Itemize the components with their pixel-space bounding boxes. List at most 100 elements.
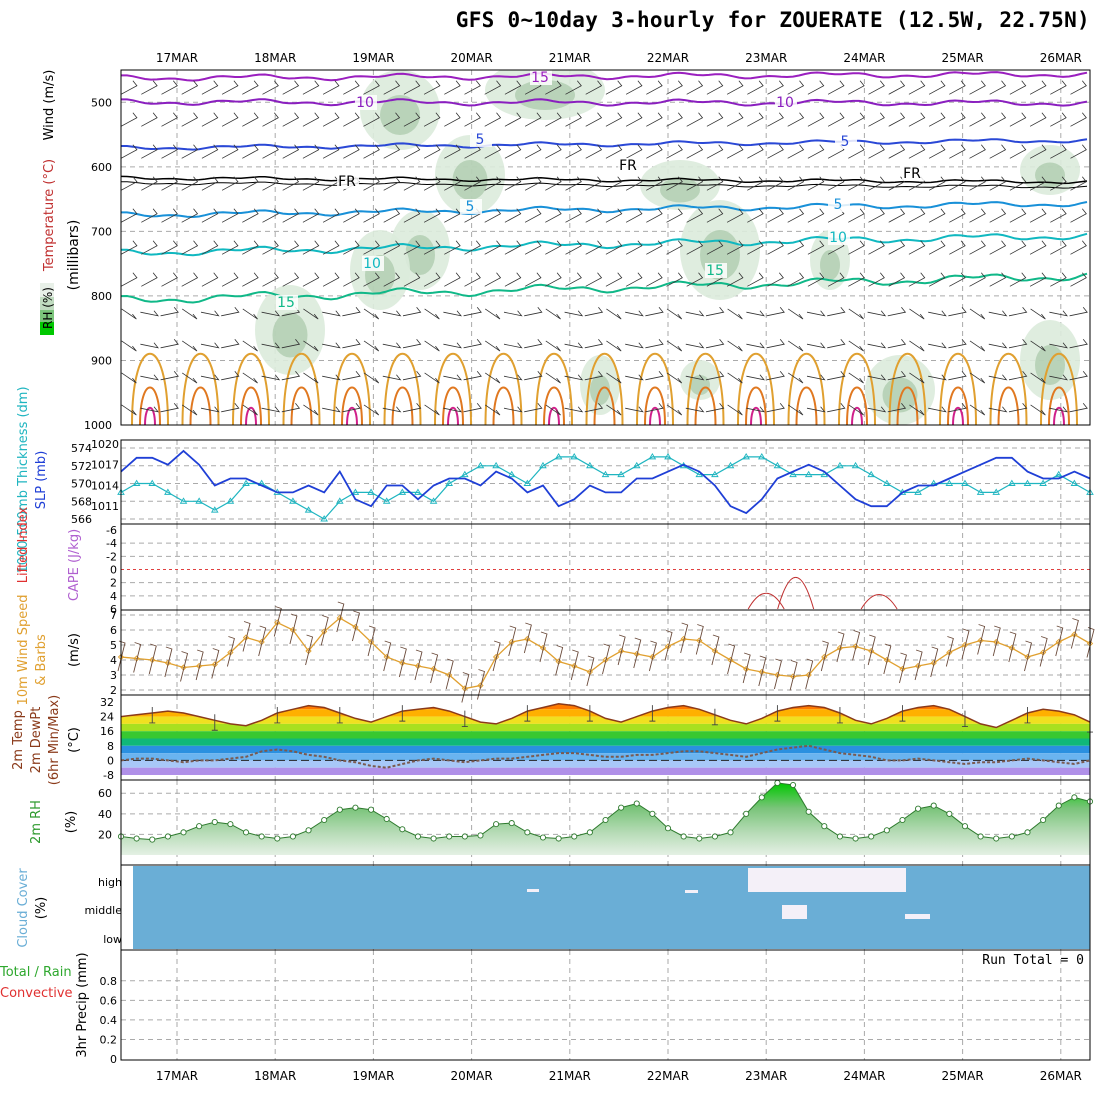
isotherm-25 xyxy=(593,386,616,425)
temp-minmax-bar xyxy=(399,705,406,722)
thickness-point xyxy=(195,497,203,504)
pressure-tick: 800 xyxy=(91,290,112,303)
upper-wind-barb xyxy=(262,144,279,159)
upper-wind-barb xyxy=(141,144,158,159)
panel-frame xyxy=(120,609,1091,696)
thickness-tick: 570 xyxy=(71,478,92,491)
upper-wind-barb xyxy=(827,370,846,381)
upper-wind-barb xyxy=(121,308,137,320)
contour-label: 15 xyxy=(531,70,549,86)
upper-wind-barb xyxy=(969,272,986,287)
isotherm-25 xyxy=(290,386,313,425)
upper-wind-barb xyxy=(686,208,704,223)
upper-wind-barb xyxy=(787,144,805,159)
upper-wind-barb xyxy=(1030,340,1046,352)
temp-tick: 32 xyxy=(100,696,114,709)
upper-wind-barb xyxy=(484,176,502,191)
rh-point xyxy=(1071,794,1078,801)
pressure-axis-label: (millibars) xyxy=(66,220,82,291)
isotherm-25 xyxy=(745,386,767,425)
rh-point xyxy=(883,827,890,834)
thickness-point xyxy=(226,497,235,504)
rh-tick: 40 xyxy=(98,808,112,821)
wind-barb xyxy=(539,631,548,663)
rh2m-unit-label: (%) xyxy=(64,811,79,834)
thickness-point xyxy=(711,470,719,478)
rh-point xyxy=(274,835,281,842)
rh-tick: 60 xyxy=(98,787,112,800)
wind-speed-point xyxy=(977,637,984,644)
upper-wind-barb xyxy=(403,80,421,95)
isotherm-25 xyxy=(391,386,414,425)
upper-wind-barb xyxy=(666,340,683,352)
upper-wind-barb xyxy=(524,306,543,317)
isotherm-30 xyxy=(750,406,762,425)
thickness-point xyxy=(789,470,797,478)
upper-wind-barb xyxy=(706,176,724,191)
rh-point xyxy=(633,800,640,807)
upper-wind-barb xyxy=(545,80,562,95)
wind-barb xyxy=(492,640,501,672)
upper-wind-barb xyxy=(221,80,239,95)
temp-minmax-bar xyxy=(336,706,343,724)
thickness-point xyxy=(320,515,328,522)
upper-wind-barb xyxy=(545,240,562,255)
wind-speed-point xyxy=(1086,640,1094,647)
wind-speed-point xyxy=(461,685,468,692)
upper-wind-barb xyxy=(181,240,199,255)
upper-wind-barb xyxy=(564,310,584,317)
upper-wind-barb xyxy=(706,240,724,255)
cloud-high-label: high xyxy=(98,876,122,889)
upper-wind-barb xyxy=(1029,112,1047,127)
wind-speed-point xyxy=(617,647,625,655)
upper-wind-barb xyxy=(625,240,643,255)
upper-wind-barb xyxy=(625,342,644,349)
temp-minmax-bar xyxy=(711,708,718,726)
upper-wind-barb xyxy=(545,272,562,287)
upper-wind-barb xyxy=(908,112,926,127)
upper-wind-barb xyxy=(200,374,220,381)
upper-wind-barb xyxy=(402,402,422,413)
upper-wind-barb xyxy=(382,342,402,349)
thickness-point xyxy=(992,488,1001,495)
rh-point xyxy=(602,816,609,824)
upper-wind-barb xyxy=(827,112,845,127)
upper-wind-barb xyxy=(161,112,178,127)
upper-wind-barb xyxy=(444,240,461,255)
upper-wind-barb xyxy=(424,404,440,416)
panel-frame xyxy=(120,949,1091,1061)
wind-barb xyxy=(336,601,345,633)
upper-wind-barb xyxy=(888,80,906,95)
temperature-axis-label: Temperature (°C) xyxy=(42,159,57,272)
upper-wind-barb xyxy=(605,176,623,191)
thickness-point xyxy=(476,461,485,469)
upper-wind-barb xyxy=(747,144,764,159)
upper-wind-barb xyxy=(201,144,219,159)
thickness-point xyxy=(851,461,860,469)
upper-wind-barb xyxy=(888,144,906,159)
upper-wind-barb xyxy=(868,144,885,159)
upper-wind-barb xyxy=(564,342,584,349)
upper-wind-barb xyxy=(363,372,380,384)
wind-speed-point xyxy=(196,662,203,670)
upper-wind-barb xyxy=(262,176,279,191)
rh-point xyxy=(930,802,937,809)
upper-wind-barb xyxy=(585,240,603,255)
wind-speed-point xyxy=(446,671,453,679)
upper-wind-barb xyxy=(1070,272,1087,287)
rh-colorbar-segment xyxy=(40,297,54,310)
contour-label-bg xyxy=(705,263,727,278)
upper-wind-barb xyxy=(383,176,401,191)
run-total-label: Run Total = 0 xyxy=(982,953,1084,968)
upper-wind-barb xyxy=(484,240,502,255)
upper-wind-barb xyxy=(1029,144,1047,159)
frame-layer xyxy=(120,69,1091,1061)
wind-barb xyxy=(570,649,579,681)
wind-barbs-axis-label: & Barbs xyxy=(34,634,49,686)
upper-wind-barb xyxy=(887,402,907,413)
upper-wind-barb xyxy=(121,372,137,384)
wind-tick: 7 xyxy=(110,609,117,622)
thickness-point xyxy=(742,453,750,460)
upper-wind-barb xyxy=(969,80,986,95)
